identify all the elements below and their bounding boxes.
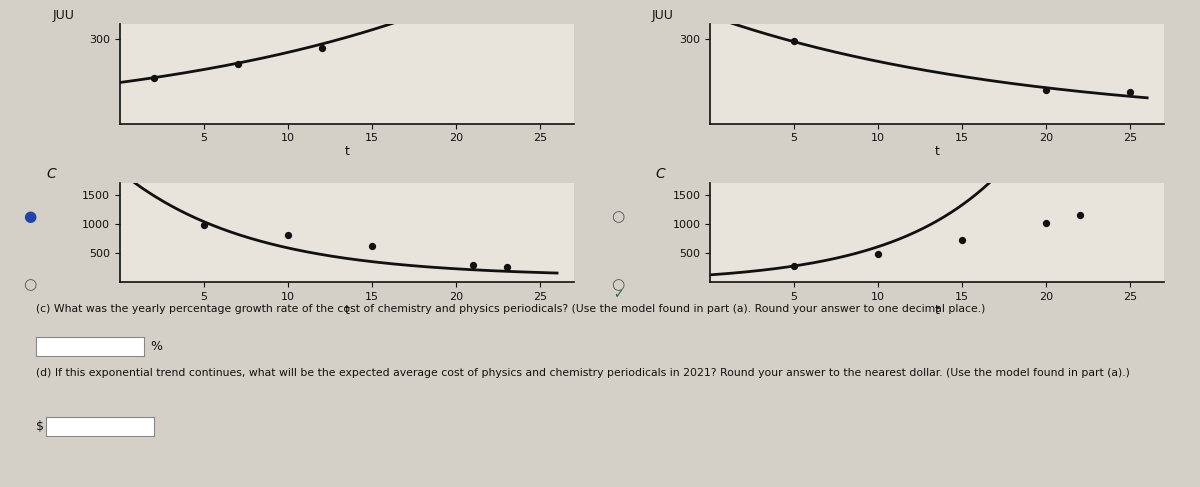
Point (278, 231, 298, 239)
Text: ●: ● (23, 209, 37, 224)
Point (1121, 89, 1140, 96)
Point (953, 237, 972, 244)
Text: JUU: JUU (53, 9, 74, 22)
Point (194, 221, 214, 229)
X-axis label: t: t (344, 303, 349, 317)
Text: ○: ○ (611, 278, 625, 292)
Text: $: $ (36, 420, 44, 432)
Point (362, 243, 382, 250)
Point (1037, 86, 1056, 94)
Point (312, 45, 331, 53)
Text: ✓: ✓ (613, 288, 623, 301)
Point (1037, 219, 1056, 227)
Point (144, 75, 163, 82)
Point (497, 263, 516, 271)
Point (869, 250, 888, 258)
Text: (d) If this exponential trend continues, what will be the expected average cost : (d) If this exponential trend continues,… (36, 368, 1130, 378)
X-axis label: t: t (935, 145, 940, 158)
Text: JUU: JUU (652, 9, 673, 22)
Text: ○: ○ (611, 209, 625, 224)
Text: (c) What was the yearly percentage growth rate of the cost of chemistry and phys: (c) What was the yearly percentage growt… (36, 304, 985, 315)
Point (463, 261, 482, 269)
Point (785, 262, 804, 270)
X-axis label: t: t (344, 145, 349, 158)
Point (228, 60, 247, 68)
Point (785, 37, 804, 45)
Text: C: C (47, 167, 56, 181)
Text: C: C (655, 167, 665, 181)
Point (1070, 211, 1090, 219)
Text: ○: ○ (23, 278, 37, 292)
Text: %: % (150, 340, 162, 353)
X-axis label: t: t (935, 303, 940, 317)
